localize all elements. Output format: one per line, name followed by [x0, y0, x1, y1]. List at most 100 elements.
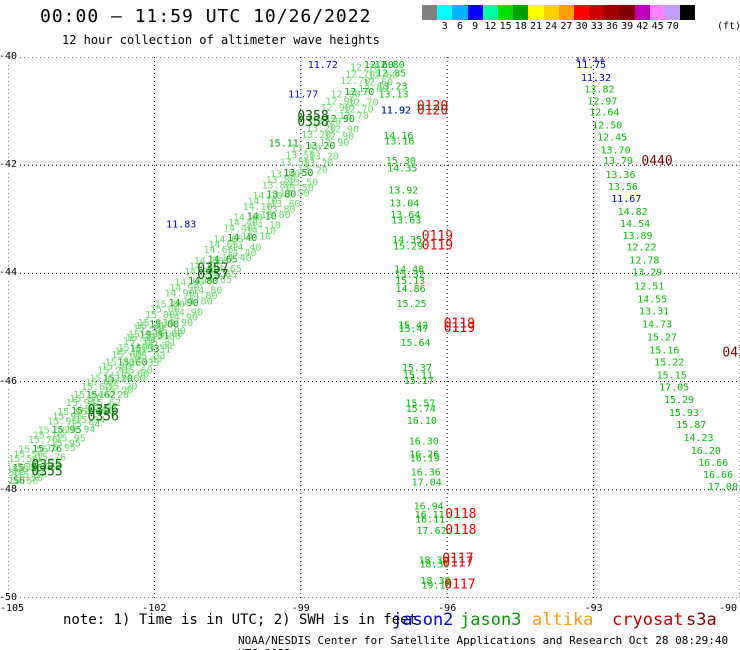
swh-value-label: 14.90 — [173, 307, 203, 318]
color-scale-tick: 27 — [560, 21, 573, 32]
swh-value-label: 12.70 — [339, 111, 369, 122]
swh-value-label: 13.20 — [303, 158, 333, 169]
swh-value-label: 15.11 — [403, 370, 433, 381]
swh-value-label: 17.00 — [708, 482, 738, 493]
color-scale-swatch — [528, 5, 544, 20]
swh-value-label: 13.80 — [265, 204, 295, 215]
color-scale-tick: 12 — [484, 21, 497, 32]
swh-value-label: 15.74 — [406, 404, 436, 415]
swh-value-label: 15.94 — [71, 406, 101, 417]
swh-value-label: 16.30 — [409, 436, 439, 447]
swh-value-label: 14.86 — [396, 284, 426, 295]
swh-value-label: 15.17 — [404, 376, 434, 387]
swh-value-label: 15.20 — [103, 374, 133, 385]
swh-value-label: 15.76 — [31, 457, 61, 468]
swh-value-label: 12.85 — [376, 68, 406, 79]
swh-value-label: 13.20 — [301, 130, 331, 141]
swh-value-label: 14.73 — [642, 320, 672, 331]
legend-item-altika: altika — [532, 610, 594, 630]
swh-value-label: 13.23 — [377, 81, 407, 92]
swh-value-label: 12.70 — [344, 87, 374, 98]
color-scale-unit: (ft) — [716, 21, 740, 32]
legend-item-s3a: s3a — [686, 610, 717, 630]
swh-value-label: 14.40 — [227, 233, 257, 244]
swh-value-label: 12.50 — [592, 120, 622, 131]
swh-value-label: 15.33 — [136, 351, 166, 362]
swh-value-label: 15.42 — [398, 321, 428, 332]
swh-value-label: 14.10 — [246, 226, 276, 237]
color-scale-swatch — [422, 5, 438, 20]
longitude-tick-label: -99 — [291, 603, 310, 614]
swh-value-label: 15.33 — [128, 330, 158, 341]
swh-value-label: 14.65 — [208, 240, 238, 251]
pass-time-label: 0355 — [31, 458, 62, 473]
swh-value-label: 15.94 — [66, 398, 96, 409]
swh-value-label: 13.80 — [261, 210, 291, 221]
swh-value-label: 14.40 — [228, 218, 258, 229]
swh-value-label: 15.76 — [28, 435, 58, 446]
color-scale-swatch — [589, 5, 605, 20]
swh-value-label: 15.60 — [117, 357, 147, 368]
legend-item-cryosat: cryosat — [612, 610, 684, 630]
swh-value-label: 15.62 — [91, 398, 121, 409]
swh-value-label: 15.95 — [47, 416, 77, 427]
map-subtitle: 12 hour collection of altimeter wave hei… — [62, 33, 380, 47]
swh-value-label: 13.80 — [270, 199, 300, 210]
swh-value-label: 15.94 — [70, 420, 100, 431]
swh-value-label: 12.90 — [321, 103, 351, 114]
swh-value-label: 15.94 — [75, 415, 105, 426]
color-scale-swatch — [573, 5, 590, 20]
swh-value-label: 14.40 — [231, 242, 261, 253]
swh-value-label: 15.33 — [132, 355, 162, 366]
swh-value-label: 12.70 — [345, 69, 375, 80]
swh-value-label: 15.95 — [52, 425, 82, 436]
swh-value-label: 15.29 — [664, 395, 694, 406]
swh-value-label: 15.62 — [86, 390, 116, 401]
swh-value-label: 14.80 — [189, 261, 219, 272]
pass-time-label: 0118 — [445, 507, 476, 522]
color-scale-swatch — [649, 5, 665, 20]
swh-value-label: 15.00 — [151, 332, 181, 343]
pass-time-label: 0356 — [88, 410, 119, 425]
swh-value-label: 14.35 — [387, 164, 417, 175]
swh-value-label: 12.60 — [364, 60, 394, 71]
swh-value-label: 13.20 — [305, 141, 335, 152]
swh-value-label: 12.90 — [329, 125, 359, 136]
swh-value-label: 12.70 — [348, 98, 378, 109]
swh-value-label: 11.72 — [308, 60, 338, 71]
swh-value-label: 15.76 — [26, 462, 56, 473]
swh-value-label: 15.62 — [84, 406, 114, 417]
swh-value-label: 13.64 — [390, 210, 420, 221]
swh-value-label: 13.50 — [283, 168, 313, 179]
color-scale-tick: 24 — [545, 21, 558, 32]
pass-time-label: 0119 — [444, 321, 475, 336]
swh-value-label: 13.16 — [384, 137, 414, 148]
swh-value-label: 13.29 — [632, 268, 662, 279]
swh-value-label: 17.05 — [659, 382, 689, 393]
swh-value-label: 15.33 — [129, 358, 159, 369]
swh-value-label: 15.62 — [81, 382, 111, 393]
swh-value-label: 15.56 — [8, 465, 25, 476]
swh-value-label: 15.94 — [73, 390, 103, 401]
swh-value-label: 14.35 — [392, 235, 422, 246]
swh-value-label: 15.31 — [138, 318, 168, 329]
pass-time-label: 0120 — [417, 103, 448, 118]
swh-value-label: 15.64 — [400, 338, 430, 349]
swh-value-label: 14.10 — [243, 202, 273, 213]
swh-value-label: 15.60 — [115, 374, 145, 385]
swh-value-label: 15.95 — [52, 412, 82, 423]
swh-value-label: 12.90 — [325, 114, 355, 125]
pass-time-label: 0119 — [422, 239, 453, 254]
swh-value-label: 18.30 — [419, 560, 449, 571]
pass-time-label: 0120 — [417, 99, 448, 114]
swh-value-label: 13.89 — [622, 231, 652, 242]
swh-value-label: 11.77 — [288, 90, 318, 101]
swh-value-label: 11.11 — [575, 57, 605, 63]
swh-value-label: 13.13 — [378, 90, 408, 101]
longitude-tick-label: -105 — [0, 603, 25, 614]
swh-value-label: 15.56 — [17, 470, 47, 481]
swh-value-label: 13.80 — [266, 190, 296, 201]
swh-value-label: 16.66 — [698, 458, 728, 469]
swh-value-label: 13.31 — [639, 307, 669, 318]
